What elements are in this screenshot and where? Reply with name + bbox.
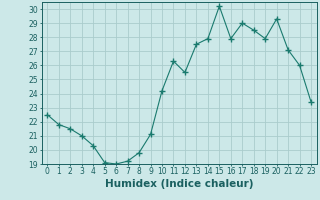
- X-axis label: Humidex (Indice chaleur): Humidex (Indice chaleur): [105, 179, 253, 189]
